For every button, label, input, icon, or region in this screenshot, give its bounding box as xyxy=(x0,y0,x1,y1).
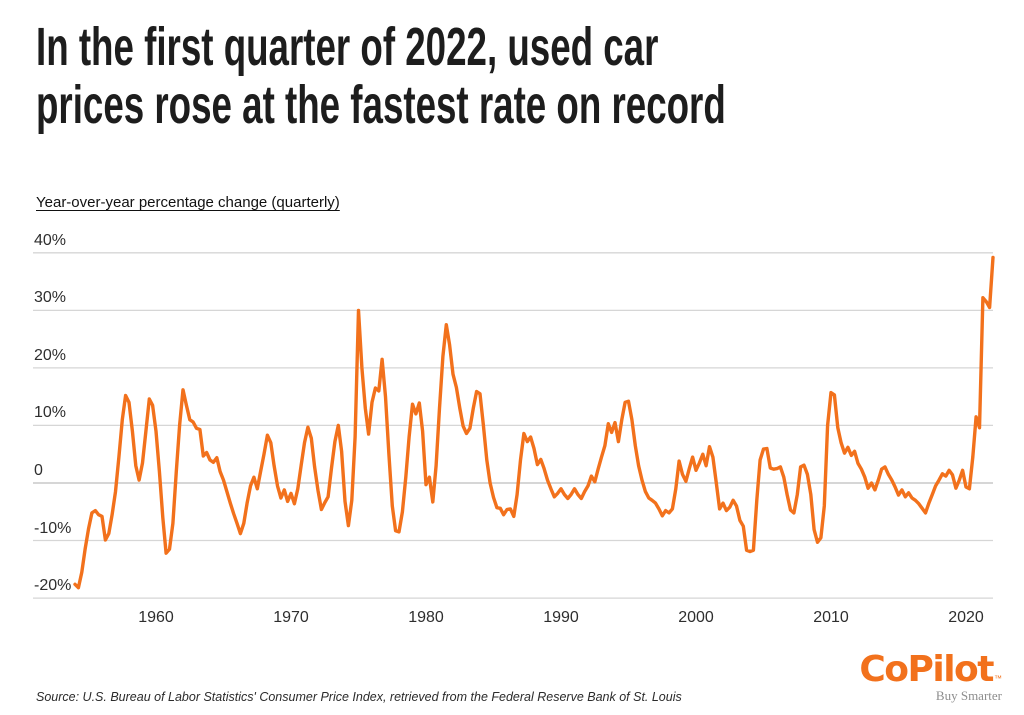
source-note: Source: U.S. Bureau of Labor Statistics'… xyxy=(36,690,682,704)
brand-tagline: Buy Smarter xyxy=(935,688,1002,703)
brand-wordmark: CoPilot xyxy=(859,649,994,690)
trend-line xyxy=(73,255,995,590)
title-line-2: prices rose at the fastest rate on recor… xyxy=(36,75,726,135)
y-axis-tick-label: 10% xyxy=(34,404,67,422)
x-axis-tick-label: 2020 xyxy=(948,609,984,626)
y-axis-tick-label: -10% xyxy=(34,519,72,537)
x-axis-tick-label: 2010 xyxy=(813,609,849,626)
page-title: In the first quarter of 2022, used car p… xyxy=(36,18,726,134)
x-axis-tick-label: 1970 xyxy=(273,609,309,626)
y-axis-tick-label: 30% xyxy=(34,289,67,307)
brand-logo: CoPilot™ Buy Smarter xyxy=(859,652,1002,704)
y-axis-tick-label: 0 xyxy=(34,462,43,479)
x-axis-tick-label: 1960 xyxy=(138,609,174,626)
y-axis-tick-label: 20% xyxy=(34,346,67,364)
x-axis-tick-label: 1990 xyxy=(543,609,579,626)
x-axis-tick-label: 2000 xyxy=(678,609,714,626)
x-axis-tick-label: 1980 xyxy=(408,609,444,626)
chart-subtitle: Year-over-year percentage change (quarte… xyxy=(36,194,340,211)
trademark-symbol: ™ xyxy=(994,674,1002,683)
title-line-1: In the first quarter of 2022, used car xyxy=(36,17,659,77)
y-axis-tick-label: 40% xyxy=(34,231,67,249)
y-axis-tick-label: -20% xyxy=(34,577,72,595)
